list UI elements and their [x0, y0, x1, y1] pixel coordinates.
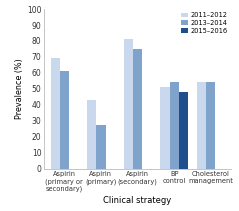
Y-axis label: Prevalence (%): Prevalence (%) — [15, 58, 24, 119]
Bar — [133, 49, 142, 169]
Bar — [87, 100, 96, 169]
Bar — [96, 126, 106, 169]
Bar — [206, 83, 215, 169]
X-axis label: Clinical strategy: Clinical strategy — [103, 196, 172, 206]
Bar — [160, 87, 170, 169]
Bar — [51, 58, 60, 169]
Legend: 2011–2012, 2013–2014, 2015–2016: 2011–2012, 2013–2014, 2015–2016 — [179, 10, 230, 36]
Bar — [170, 83, 179, 169]
Bar — [60, 71, 69, 169]
Bar — [179, 92, 188, 169]
Bar — [197, 83, 206, 169]
Bar — [124, 39, 133, 169]
